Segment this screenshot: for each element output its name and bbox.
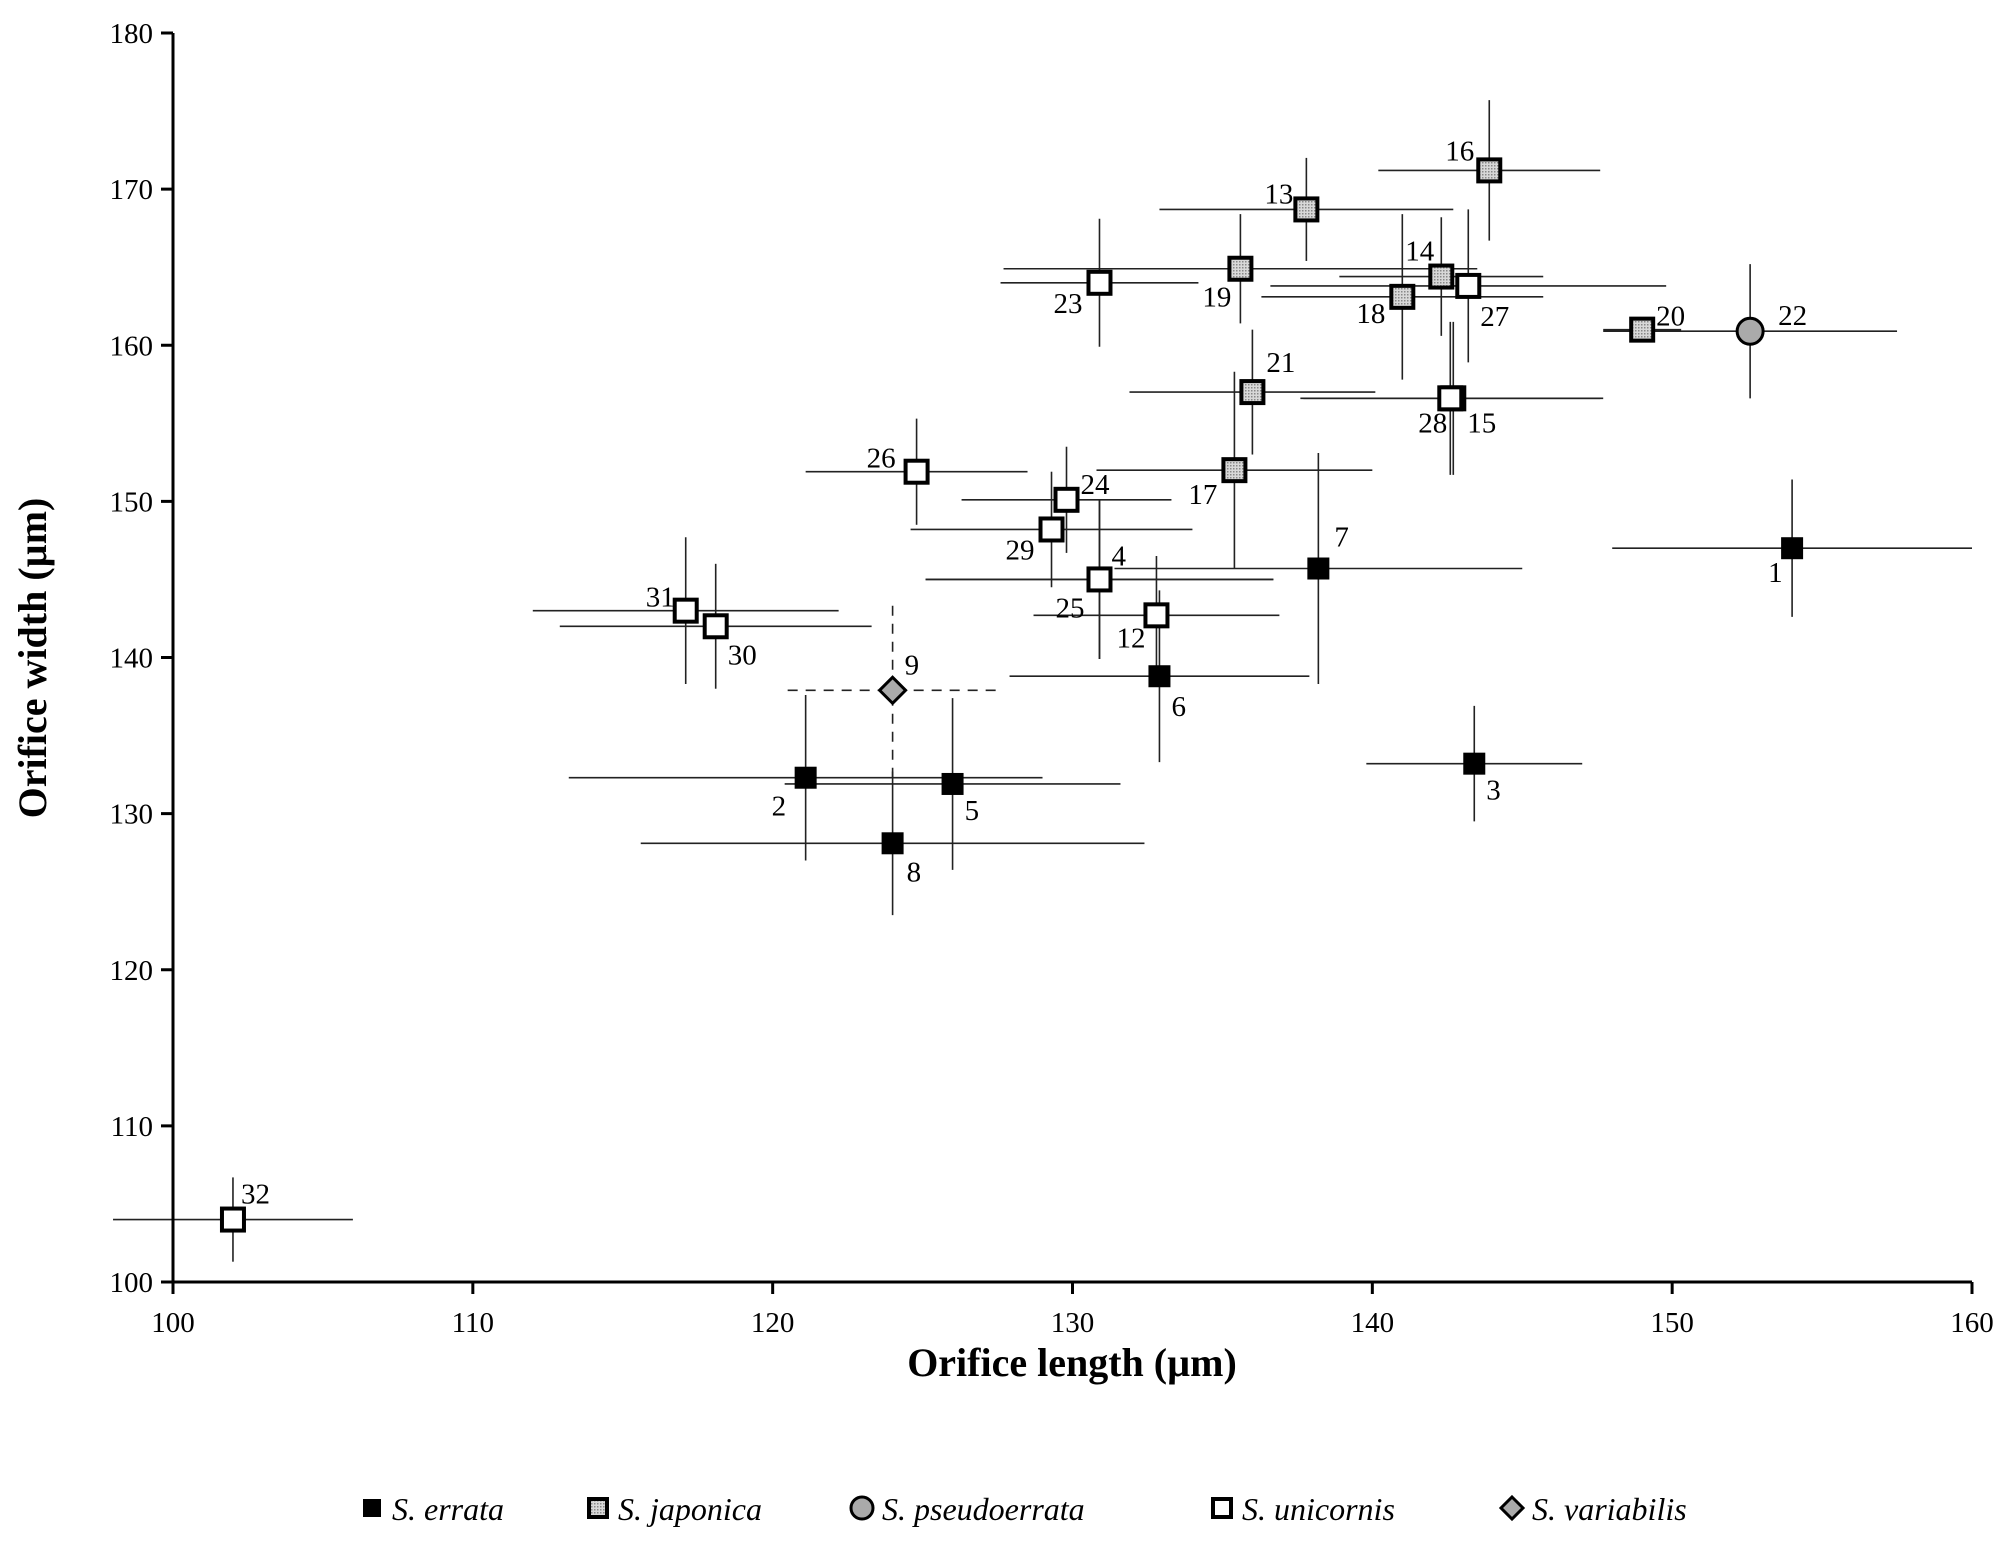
data-points xyxy=(219,157,1804,1233)
y-tick-label: 160 xyxy=(110,330,154,362)
data-point xyxy=(877,675,908,706)
legend-marker xyxy=(849,1495,875,1521)
data-point xyxy=(1307,557,1330,580)
point-label: 1 xyxy=(1768,557,1783,589)
point-label: 6 xyxy=(1171,691,1186,723)
point-label: 16 xyxy=(1445,135,1474,167)
point-label: 21 xyxy=(1266,347,1295,379)
data-point xyxy=(1735,316,1765,346)
point-label: 28 xyxy=(1418,407,1447,439)
point-label: 20 xyxy=(1656,301,1685,333)
y-tick-label: 180 xyxy=(110,18,154,50)
data-point xyxy=(1053,486,1080,513)
y-tick-label: 110 xyxy=(111,1111,153,1143)
y-axis-title: Orifice width (µm) xyxy=(10,498,55,819)
y-tick-label: 170 xyxy=(110,174,154,206)
point-label: 31 xyxy=(646,582,675,614)
data-point xyxy=(1227,255,1254,282)
point-label: 14 xyxy=(1405,236,1435,268)
data-point xyxy=(1221,457,1248,484)
point-label: 9 xyxy=(905,649,920,681)
legend-marker xyxy=(1211,1497,1233,1519)
axes: 100 110 120 130 140 150 1601001101201301401501… xyxy=(110,18,1994,1339)
point-label: 29 xyxy=(1006,534,1035,566)
data-point xyxy=(1629,316,1656,343)
point-label: 22 xyxy=(1778,300,1807,332)
point-labels: 1234567813141617181920212212152324252627… xyxy=(241,135,1807,1210)
data-point xyxy=(1038,516,1065,543)
y-tick-label: 120 xyxy=(110,955,154,987)
point-label: 18 xyxy=(1356,298,1385,330)
y-tick-label: 150 xyxy=(110,486,154,518)
data-point xyxy=(1463,752,1486,775)
y-tick-label: 130 xyxy=(110,799,154,831)
point-label: 27 xyxy=(1480,301,1509,333)
x-tick-label: 110 xyxy=(452,1307,494,1339)
point-label: 23 xyxy=(1053,288,1082,320)
legend-marker xyxy=(363,1499,381,1517)
point-label: 24 xyxy=(1081,469,1111,501)
legend-item: S. pseudoerrata xyxy=(849,1491,1085,1527)
point-label: 3 xyxy=(1486,775,1501,807)
data-point xyxy=(1476,157,1503,184)
x-tick-label: 140 xyxy=(1351,1307,1395,1339)
legend-label: S. pseudoerrata xyxy=(882,1491,1085,1527)
data-point xyxy=(881,832,904,855)
x-tick-label: 130 xyxy=(1051,1307,1095,1339)
data-point xyxy=(1239,379,1266,406)
legend-item: S. errata xyxy=(363,1491,504,1527)
point-label: 17 xyxy=(1188,479,1217,511)
data-point xyxy=(1455,272,1482,299)
error-bars xyxy=(113,100,1972,1262)
legend-label: S. unicornis xyxy=(1242,1491,1395,1527)
point-label: 32 xyxy=(241,1179,270,1211)
data-point xyxy=(672,597,699,624)
legend-item: S. unicornis xyxy=(1211,1491,1395,1527)
data-point xyxy=(1428,263,1455,290)
data-point xyxy=(219,1206,246,1233)
point-label: 30 xyxy=(728,639,757,671)
x-axis-title: Orifice length (µm) xyxy=(907,1340,1237,1385)
legend: S. errata S. japonica S. pseudoerrata S. un… xyxy=(363,1491,1687,1527)
data-point xyxy=(1143,602,1170,629)
point-label: 19 xyxy=(1202,282,1231,314)
legend-label: S. errata xyxy=(392,1491,504,1527)
legend-label: S. japonica xyxy=(618,1491,762,1527)
data-point xyxy=(1781,537,1804,560)
data-point xyxy=(702,613,729,640)
legend-label: S. variabilis xyxy=(1532,1491,1687,1527)
point-label: 12 xyxy=(1116,622,1145,654)
legend-item: S. variabilis xyxy=(1498,1491,1687,1527)
data-point xyxy=(794,766,817,789)
data-point xyxy=(1389,283,1416,310)
legend-marker xyxy=(1498,1494,1526,1522)
point-label: 7 xyxy=(1334,522,1349,554)
point-label: 8 xyxy=(907,856,922,888)
x-tick-label: 160 xyxy=(1950,1307,1994,1339)
data-point xyxy=(941,772,964,795)
x-tick-label: 120 xyxy=(751,1307,795,1339)
point-label: 15 xyxy=(1467,407,1496,439)
x-tick-label: 100 xyxy=(151,1307,195,1339)
point-label: 2 xyxy=(772,791,787,823)
point-label: 13 xyxy=(1264,178,1293,210)
data-point xyxy=(903,458,930,485)
y-tick-label: 140 xyxy=(110,643,154,675)
data-point xyxy=(1086,566,1113,593)
x-tick-label: 150 xyxy=(1650,1307,1694,1339)
legend-marker xyxy=(587,1497,609,1519)
y-tick-label: 100 xyxy=(110,1267,154,1299)
point-label: 26 xyxy=(867,443,896,475)
data-point xyxy=(1437,385,1464,412)
data-point xyxy=(1293,196,1320,223)
data-point xyxy=(1086,269,1113,296)
legend-item: S. japonica xyxy=(587,1491,762,1527)
point-label: 25 xyxy=(1055,592,1084,624)
point-label: 5 xyxy=(965,795,980,827)
point-label: 4 xyxy=(1111,540,1126,572)
data-point xyxy=(1148,665,1171,688)
